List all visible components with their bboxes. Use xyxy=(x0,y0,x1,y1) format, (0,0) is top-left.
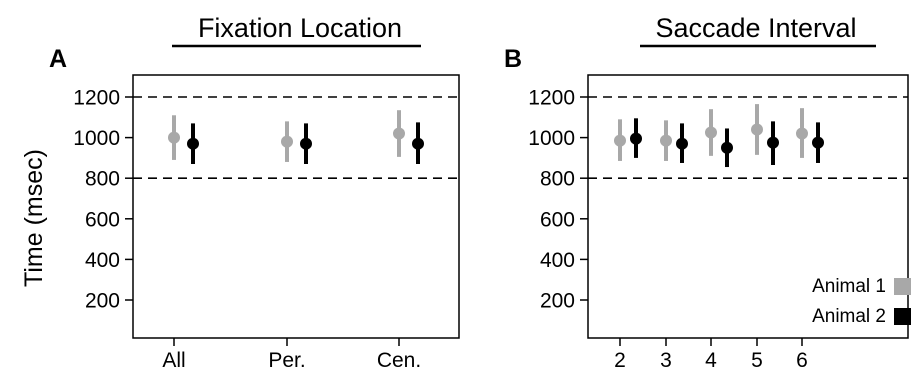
panel-b-y-tick-label: 1200 xyxy=(528,87,575,110)
panel-b-point-animal-2 xyxy=(721,141,733,154)
panel-a-point-animal-1 xyxy=(168,131,180,144)
panel-a-marks: 200 400 600 800 1000 1200 All Per. Cen. xyxy=(73,87,459,372)
panel-b-y-tick-label: 400 xyxy=(540,249,575,272)
panel-a-point-animal-2 xyxy=(412,137,424,150)
panel-b-letter: B xyxy=(504,45,522,73)
panel-a-y-tick-label: 400 xyxy=(85,249,120,272)
panel-b-x-tick-label: 3 xyxy=(660,349,672,372)
panel-b-point-animal-2 xyxy=(767,136,779,149)
panel-b-y-tick-label: 200 xyxy=(540,290,575,313)
panel-a-point-animal-1 xyxy=(281,135,293,148)
panel-b-y-tick-label: 800 xyxy=(540,168,575,191)
panel-a-plot-frame xyxy=(132,74,460,339)
panel-b-marks: 200 400 600 800 1000 1200 2 3 4 5 6 xyxy=(528,87,908,372)
panel-b-point-animal-2 xyxy=(630,132,642,145)
panel-b-plot-frame xyxy=(587,74,909,339)
panel-a-y-tick-label: 1000 xyxy=(73,127,120,150)
panel-a-x-tick-label: All xyxy=(162,349,185,372)
legend-label-animal-1: Animal 1 xyxy=(812,276,886,297)
panel-a-x-tick-label: Per. xyxy=(268,349,305,372)
panel-a-point-animal-2 xyxy=(300,137,312,150)
panel-b-point-animal-2 xyxy=(812,136,824,149)
panel-a-y-tick-label: 200 xyxy=(85,290,120,313)
panel-a-letter: A xyxy=(49,45,67,73)
legend-label-animal-2: Animal 2 xyxy=(812,306,886,327)
panel-b-point-animal-1 xyxy=(660,134,672,147)
legend-swatch-animal-1 xyxy=(894,278,911,295)
panel-b-x-tick-label: 4 xyxy=(705,349,717,372)
panel-b-title: Saccade Interval xyxy=(655,13,856,43)
panel-b-point-animal-1 xyxy=(614,134,626,147)
panel-b-point-animal-1 xyxy=(751,123,763,136)
panel-b-point-animal-1 xyxy=(796,127,808,140)
legend: Animal 1 Animal 2 xyxy=(812,276,911,327)
y-axis-label: Time (msec) xyxy=(20,149,48,287)
panel-b-x-tick-label: 2 xyxy=(614,349,626,372)
panel-b-x-tick-label: 6 xyxy=(796,349,808,372)
panel-a-y-tick-label: 600 xyxy=(85,208,120,231)
panel-b-y-tick-label: 1000 xyxy=(528,127,575,150)
panel-a-point-animal-2 xyxy=(187,137,199,150)
panel-b-x-tick-label: 5 xyxy=(751,349,763,372)
panel-a-x-tick-label: Cen. xyxy=(377,349,421,372)
panel-b-point-animal-1 xyxy=(705,126,717,139)
panel-a-y-tick-label: 800 xyxy=(85,168,120,191)
panel-b-point-animal-2 xyxy=(676,137,688,150)
panel-b-y-tick-label: 600 xyxy=(540,208,575,231)
panel-a-point-animal-1 xyxy=(393,127,405,140)
panel-a-title: Fixation Location xyxy=(198,13,402,43)
panel-a-y-tick-label: 1200 xyxy=(73,87,120,110)
legend-swatch-animal-2 xyxy=(894,308,911,325)
